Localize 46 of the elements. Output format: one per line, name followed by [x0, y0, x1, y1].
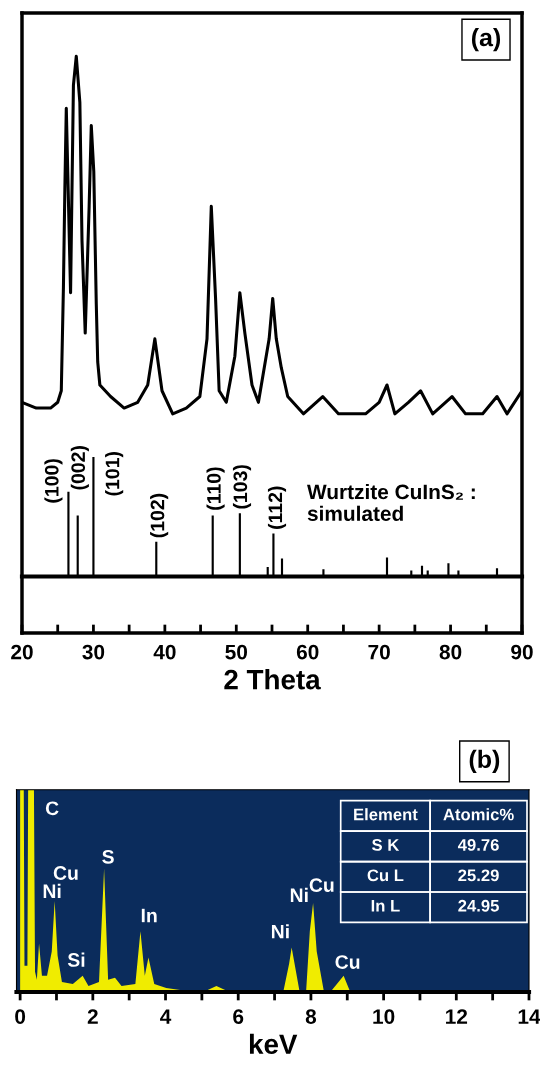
- annotation: S: [102, 849, 114, 864]
- annotation: In L: [371, 900, 400, 912]
- annotation: (002): [70, 446, 89, 490]
- annotation: 25.29: [458, 869, 499, 882]
- x-axis-title: keV: [249, 1033, 298, 1055]
- x-tick-label: 40: [153, 644, 176, 660]
- annotation: S K: [372, 839, 400, 851]
- annotation: (112): [267, 486, 287, 529]
- annotation: (102): [150, 493, 169, 538]
- annotation: 49.76: [457, 839, 499, 851]
- x-tick-label: 30: [82, 644, 105, 660]
- x-tick-label: 14: [518, 1009, 540, 1024]
- annotation: (100): [44, 459, 63, 503]
- annotation: Element: [354, 808, 418, 821]
- x-tick-label: 8: [305, 1009, 317, 1024]
- x-tick-label: 50: [225, 644, 248, 660]
- annotation: 24.95: [458, 899, 499, 912]
- annotation: Si: [67, 952, 85, 967]
- annotation: Cu: [335, 955, 360, 969]
- annotation: (110): [206, 467, 225, 510]
- text: (b): [469, 749, 500, 774]
- x-tick-label: 12: [446, 1009, 468, 1024]
- x-axis-title: 2 Theta: [224, 669, 321, 690]
- annotation: Cu: [53, 866, 78, 880]
- x-tick-label: 90: [511, 644, 533, 660]
- x-tick-label: 6: [233, 1009, 244, 1024]
- x-tick-label: 80: [439, 644, 462, 660]
- x-tick-label: 60: [296, 644, 319, 660]
- annotation: Ni: [290, 887, 308, 902]
- annotation: (101): [105, 452, 124, 496]
- x-tick-label: 70: [368, 644, 390, 660]
- x-tick-label: 0: [15, 1009, 26, 1024]
- x-tick-label: 20: [11, 644, 33, 660]
- x-tick-label: 4: [160, 1009, 172, 1024]
- annotation: Wurtzite CuInS₂ : simulated: [307, 484, 475, 521]
- x-tick-label: 2: [87, 1009, 98, 1024]
- annotation: Ni: [271, 924, 289, 939]
- x-tick-label: 10: [373, 1009, 395, 1024]
- annotation: Cu: [309, 878, 334, 893]
- annotation: Atomic%: [443, 808, 514, 821]
- annotation: (103): [232, 465, 252, 509]
- annotation: C: [45, 801, 59, 816]
- annotation: Ni: [43, 883, 61, 898]
- annotation: In: [141, 908, 157, 923]
- annotation: Cu L: [367, 869, 404, 882]
- text: (a): [471, 28, 501, 52]
